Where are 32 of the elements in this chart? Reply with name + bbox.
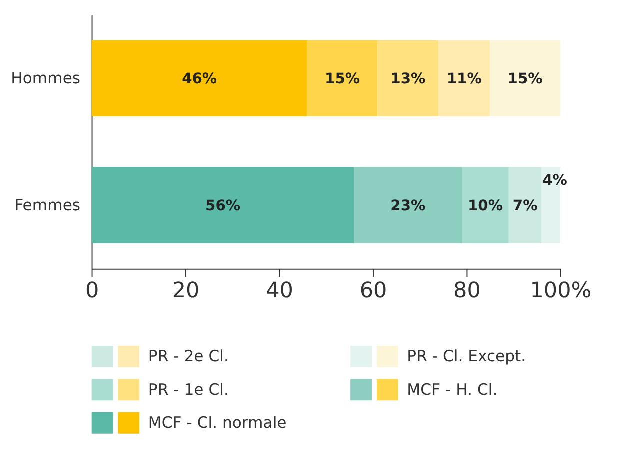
bar	[307, 40, 378, 117]
data-label: 15%	[325, 70, 360, 88]
data-label: 23%	[390, 197, 426, 214]
legend-label: PR - 1e Cl.	[148, 380, 229, 399]
bar	[354, 167, 462, 244]
x-tick-label: 80	[454, 278, 481, 304]
data-label: 56%	[206, 197, 241, 214]
data-label: 11%	[446, 70, 482, 88]
legend-label: PR - Cl. Except.	[407, 348, 526, 366]
bar	[92, 40, 308, 117]
data-label: 7%	[512, 197, 538, 214]
bar	[508, 167, 542, 244]
y-tick-label: Femmes	[14, 196, 81, 214]
x-tick-label: 60	[360, 278, 388, 304]
x-tick-label: 100%	[530, 278, 592, 304]
legend-label: MCF - H. Cl.	[407, 380, 498, 399]
y-tick-label: Hommes	[11, 69, 81, 88]
data-label: 13%	[390, 70, 426, 88]
bar	[438, 40, 490, 117]
bar	[490, 40, 560, 117]
legend-label: PR - 2e Cl.	[148, 348, 229, 366]
x-tick-label: 40	[266, 278, 294, 304]
legend-label: MCF - Cl. normale	[148, 414, 287, 432]
bar	[462, 167, 509, 244]
data-label: 4%	[542, 172, 568, 189]
bar	[378, 40, 439, 117]
data-label: 10%	[468, 197, 504, 214]
data-label: 46%	[182, 70, 218, 88]
data-label: 15%	[508, 70, 544, 88]
x-tick-label: 0	[85, 278, 100, 304]
bar	[92, 167, 354, 244]
x-tick-label: 20	[172, 278, 200, 304]
